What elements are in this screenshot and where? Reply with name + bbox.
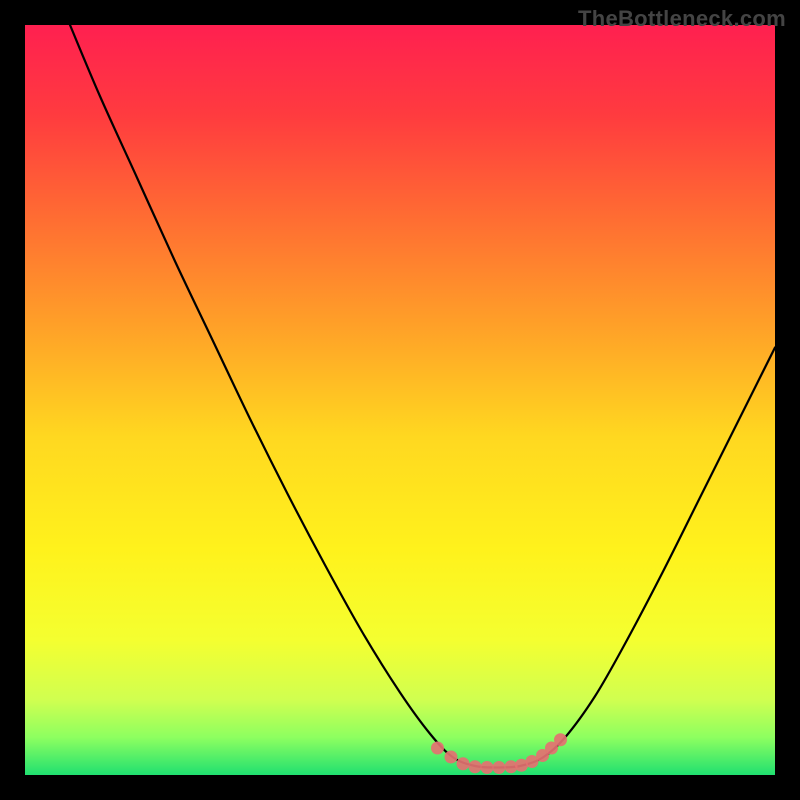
trough-marker-dot <box>469 760 482 773</box>
plot-area <box>25 25 775 775</box>
chart-frame: TheBottleneck.com <box>0 0 800 800</box>
trough-marker-dot <box>554 733 567 746</box>
trough-marker-dot <box>445 751 458 764</box>
watermark-text: TheBottleneck.com <box>578 6 786 32</box>
trough-marker-dot <box>481 761 494 774</box>
gradient-rect <box>25 25 775 775</box>
trough-marker-dot <box>457 757 470 770</box>
chart-svg <box>25 25 775 775</box>
trough-marker-dot <box>431 742 444 755</box>
trough-marker-dot <box>493 761 506 774</box>
